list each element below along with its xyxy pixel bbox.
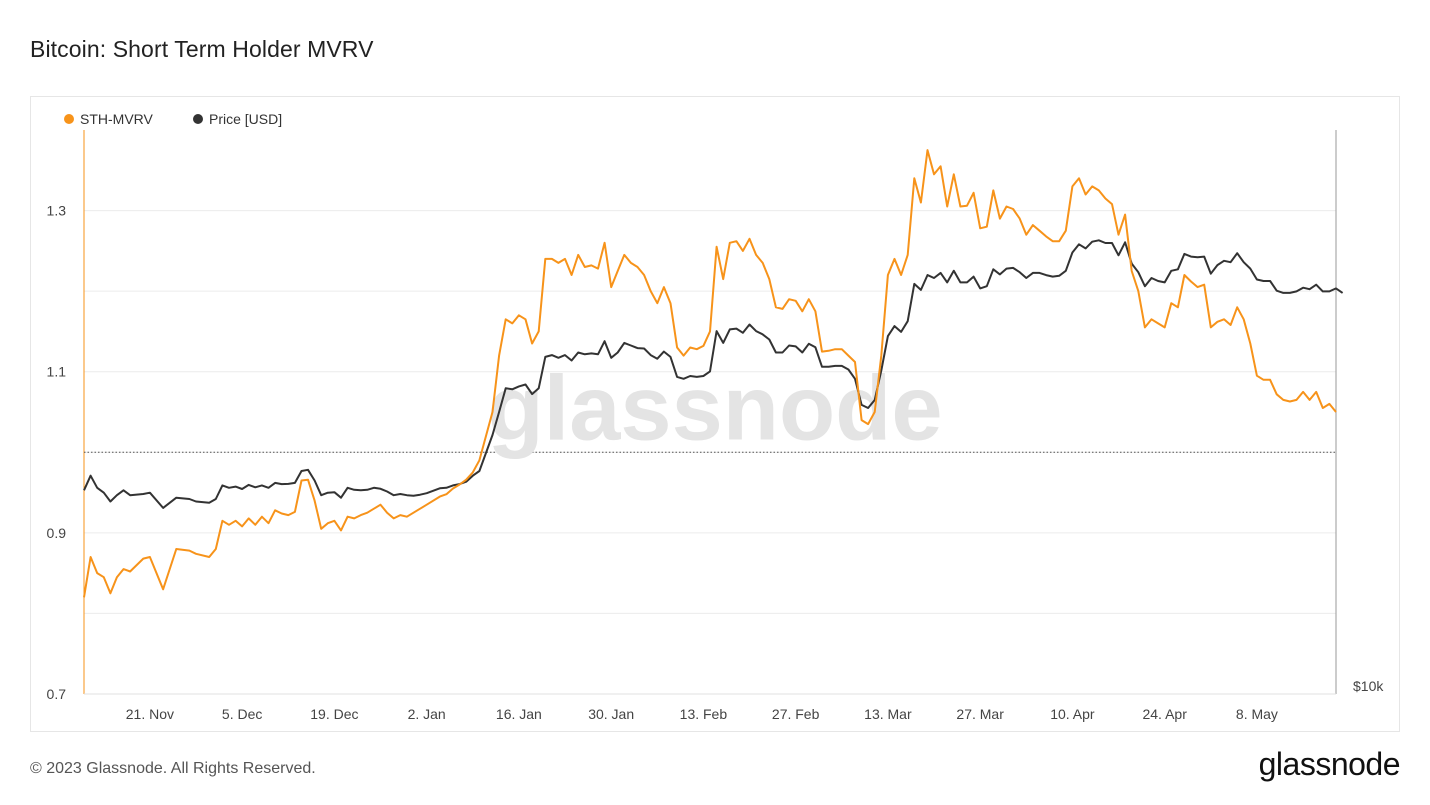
- left-tick-label: 1.3: [47, 203, 67, 219]
- left-tick-label: 0.9: [47, 525, 67, 541]
- legend-label: STH-MVRV: [80, 111, 154, 127]
- legend: STH-MVRV Price [USD]: [64, 111, 282, 127]
- x-tick-label: 5. Dec: [222, 706, 262, 722]
- legend-marker: [193, 114, 203, 124]
- x-tick-label: 13. Mar: [864, 706, 912, 722]
- x-tick-label: 27. Mar: [956, 706, 1004, 722]
- legend-marker: [64, 114, 74, 124]
- copyright-footer: © 2023 Glassnode. All Rights Reserved.: [30, 760, 316, 777]
- brand-logo: glassnode: [1258, 746, 1401, 782]
- legend-label: Price [USD]: [209, 111, 282, 127]
- x-tick-label: 24. Apr: [1142, 706, 1187, 722]
- x-tick-label: 13. Feb: [680, 706, 728, 722]
- chart-panel: glassnode 0.7 0.9 1.1 1.3 $10k 21. Nov 5. De…: [30, 96, 1400, 732]
- left-axis-labels: 0.7 0.9 1.1 1.3: [47, 203, 67, 702]
- x-tick-label: 30. Jan: [588, 706, 634, 722]
- right-axis-labels: $10k: [1353, 678, 1384, 694]
- left-tick-label: 0.7: [47, 686, 67, 702]
- x-tick-label: 19. Dec: [310, 706, 358, 722]
- right-tick-label: $10k: [1353, 678, 1384, 694]
- series-line-sth-mvrv: [83, 149, 1337, 598]
- x-tick-label: 16. Jan: [496, 706, 542, 722]
- grid-lines: [83, 130, 1337, 695]
- x-tick-label: 8. May: [1236, 706, 1278, 722]
- x-axis-labels: 21. Nov 5. Dec 19. Dec 2. Jan 16. Jan 30. Jan…: [126, 706, 1278, 722]
- x-tick-label: 2. Jan: [408, 706, 446, 722]
- series-layer: [83, 149, 1344, 598]
- x-tick-label: 21. Nov: [126, 706, 174, 722]
- chart-title: Bitcoin: Short Term Holder MVRV: [30, 36, 374, 62]
- series-line-price: [83, 239, 1344, 509]
- x-tick-label: 27. Feb: [772, 706, 820, 722]
- chart-svg: glassnode 0.70.91.11.3 $10k 21. Nov 5. De…: [47, 111, 1385, 722]
- x-tick-label: 10. Apr: [1050, 706, 1095, 722]
- left-tick-label: 1.1: [47, 364, 67, 380]
